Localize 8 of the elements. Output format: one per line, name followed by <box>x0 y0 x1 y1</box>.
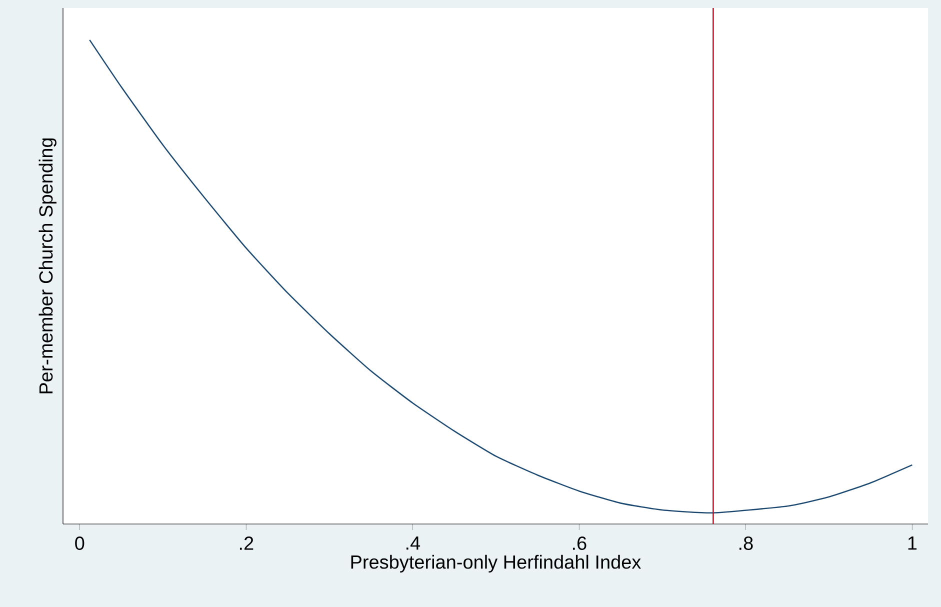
x-tick-label: 1 <box>908 536 917 550</box>
x-tick-label: .8 <box>740 536 753 550</box>
y-axis-title: Per-member Church Spending <box>38 138 56 394</box>
x-tick-label: .6 <box>573 536 586 550</box>
x-tick-label: .2 <box>240 536 254 550</box>
x-tick-label: .4 <box>406 536 420 550</box>
x-tick-label: 0 <box>75 536 84 550</box>
x-axis-title: Presbyterian-only Herfindahl Index <box>351 554 641 573</box>
